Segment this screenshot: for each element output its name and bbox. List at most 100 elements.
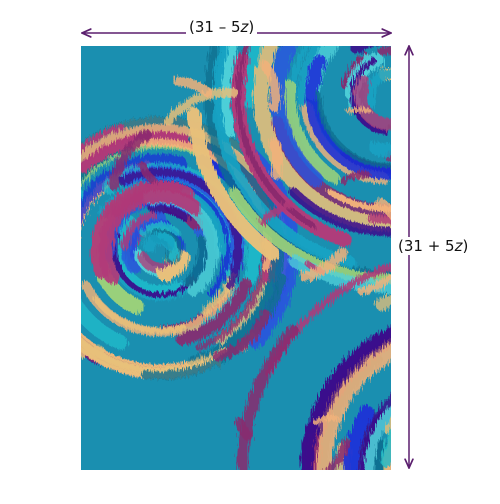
brush-stroke	[372, 439, 387, 470]
brush-stroke	[108, 129, 152, 191]
brush-stroke	[305, 54, 391, 180]
brush-stroke	[460, 0, 500, 93]
height-label-close: )	[462, 237, 469, 255]
brush-stroke	[81, 124, 125, 152]
brush-stroke	[346, 107, 372, 114]
brush-stroke	[120, 211, 157, 251]
brush-stroke	[385, 124, 391, 131]
brush-stroke	[400, 451, 494, 500]
brush-stroke	[258, 200, 295, 226]
brush-stroke	[434, 0, 500, 67]
brush-stroke	[415, 479, 500, 500]
brush-stroke	[81, 346, 106, 360]
brush-stroke	[221, 46, 239, 138]
abstract-swirl-painting	[81, 0, 500, 500]
width-label-close: )	[248, 18, 255, 36]
brush-stroke	[328, 478, 500, 500]
brush-stroke	[431, 9, 473, 47]
brush-stroke	[81, 154, 187, 224]
brush-stroke	[324, 437, 351, 470]
brush-stroke	[451, 0, 500, 99]
brush-stroke	[464, 429, 500, 500]
brush-stroke	[332, 17, 381, 42]
brush-stroke	[264, 492, 330, 500]
brush-stroke	[375, 293, 391, 311]
height-label-variable: z	[454, 237, 463, 255]
height-label-open: (31 + 5	[398, 237, 455, 255]
brush-stroke	[363, 68, 391, 108]
brush-stroke	[288, 254, 391, 293]
brush-stroke	[316, 92, 391, 169]
brush-stroke	[396, 398, 459, 437]
brush-stroke	[487, 352, 500, 500]
brush-stroke	[390, 0, 500, 233]
brush-stroke	[283, 80, 340, 184]
brush-stroke	[327, 189, 391, 213]
brush-stroke	[403, 388, 500, 470]
brush-stroke	[308, 334, 391, 470]
brush-stroke	[470, 482, 500, 500]
brush-stroke	[419, 429, 490, 475]
width-label-variable: z	[240, 18, 249, 36]
brush-stroke	[238, 46, 263, 108]
brush-stroke	[186, 107, 280, 261]
brush-stroke	[312, 414, 339, 425]
brush-stroke	[339, 171, 371, 185]
brush-stroke	[135, 488, 175, 500]
brush-stroke	[172, 76, 214, 98]
brush-stroke	[380, 430, 391, 468]
brush-stroke	[156, 250, 191, 282]
brush-stroke	[384, 151, 391, 162]
brush-stroke	[395, 41, 441, 78]
brush-stroke	[235, 418, 253, 442]
brush-stroke	[236, 324, 299, 470]
brush-stroke	[98, 187, 202, 285]
brush-stroke	[299, 247, 349, 283]
brush-stroke	[383, 436, 391, 470]
brush-stroke	[212, 46, 357, 269]
brush-stroke	[410, 8, 479, 98]
brush-stroke	[139, 222, 181, 237]
brush-stroke	[148, 201, 191, 222]
brush-stroke	[114, 216, 184, 296]
brush-stroke	[477, 453, 500, 500]
brush-stroke	[92, 296, 186, 334]
brush-stroke	[269, 137, 283, 180]
brush-stroke	[316, 343, 391, 470]
brush-stroke	[416, 481, 473, 500]
brush-stroke	[343, 405, 375, 470]
brush-stroke	[121, 211, 167, 274]
brush-stroke	[445, 62, 500, 212]
width-label: (31 – 5z)	[186, 18, 258, 36]
brush-stroke	[380, 431, 391, 470]
brush-stroke	[456, 0, 500, 233]
brush-stroke	[163, 88, 239, 126]
brush-stroke	[354, 75, 391, 131]
brush-stroke	[493, 495, 500, 500]
brush-stroke	[228, 187, 391, 285]
brush-stroke	[364, 403, 391, 470]
brush-stroke	[378, 46, 391, 56]
brush-stroke	[457, 452, 500, 500]
brush-stroke	[383, 417, 391, 435]
brush-stroke	[375, 197, 391, 221]
brush-stroke	[81, 189, 128, 350]
brush-stroke	[142, 232, 177, 253]
brush-stroke	[403, 75, 427, 129]
brush-stroke	[260, 60, 281, 113]
brush-stroke	[276, 46, 282, 47]
brush-stroke	[357, 273, 391, 296]
brush-stroke	[212, 309, 271, 362]
width-label-open: (31 – 5	[189, 18, 241, 36]
brush-stroke	[417, 427, 475, 499]
brush-stroke	[339, 490, 500, 500]
brush-stroke	[413, 431, 434, 487]
brush-stroke	[341, 52, 370, 90]
brush-stroke	[81, 334, 228, 373]
brush-stroke	[283, 0, 500, 42]
brush-stroke	[367, 214, 391, 225]
brush-stroke	[485, 383, 500, 500]
brush-stroke	[288, 187, 391, 237]
